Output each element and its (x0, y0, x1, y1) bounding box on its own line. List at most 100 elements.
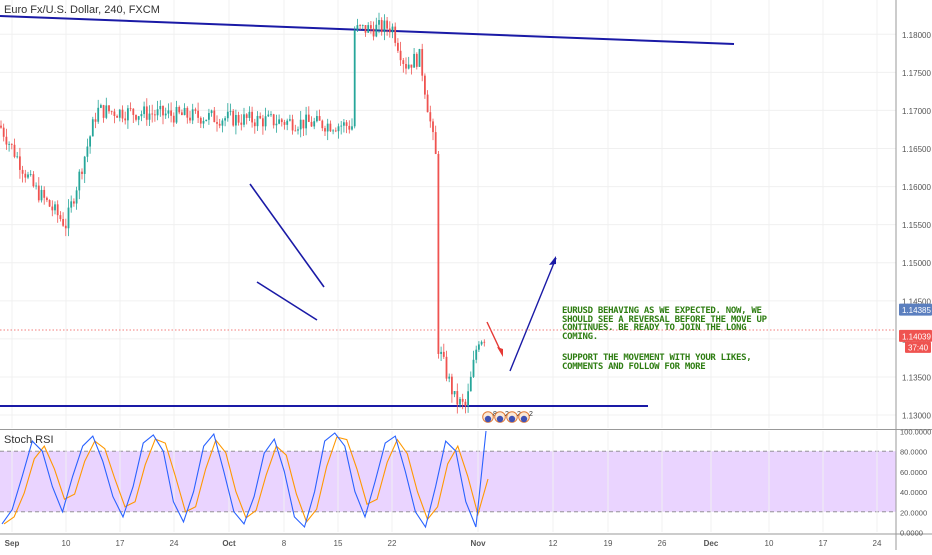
candle-body (224, 118, 226, 121)
candle-body (480, 341, 483, 345)
candle-body (102, 105, 105, 118)
candle-body (194, 109, 197, 111)
candle-body (78, 171, 81, 191)
candle-body (361, 25, 364, 26)
candle-body (37, 185, 40, 201)
candle-body (8, 143, 10, 145)
candle-body (24, 173, 27, 178)
stoch-band-layer (0, 450, 896, 513)
candle-body (302, 119, 305, 129)
candle-body (343, 122, 345, 126)
candle-body (162, 105, 164, 116)
candle-body (456, 391, 459, 405)
candle-body (305, 114, 307, 129)
candle-body (297, 129, 299, 131)
candle-body (226, 111, 229, 119)
candle-body (469, 376, 472, 392)
candle-body (35, 185, 37, 187)
candle-body (13, 144, 16, 157)
event-flag (496, 415, 504, 423)
time-tick-label: Sep (5, 539, 20, 548)
stoch-k-line (1, 430, 487, 529)
candle-body (170, 110, 172, 116)
candle-body (415, 53, 418, 67)
candle-body (380, 20, 383, 33)
candle-body (2, 127, 5, 137)
stoch-tick-label: 80.0000 (900, 448, 927, 457)
candle-body (40, 189, 43, 201)
candle-body (243, 114, 245, 125)
candle-body (113, 111, 116, 116)
candle-body (364, 25, 367, 33)
candle-body (164, 113, 167, 116)
stoch-tick-label: 100.0000 (900, 428, 931, 437)
candle-body (472, 359, 475, 377)
wedge-upper-line[interactable] (249, 183, 325, 288)
time-tick-label: 24 (873, 539, 882, 548)
price-tick-label: 1.16000 (902, 183, 931, 192)
time-tick-label: 10 (765, 539, 774, 548)
candle-body (413, 53, 415, 68)
candle-body (316, 116, 318, 122)
event-badges[interactable]: 8222 (482, 411, 533, 423)
candle-body (259, 115, 262, 119)
candle-body (75, 190, 78, 204)
candle-body (54, 204, 56, 211)
candle-body (197, 110, 199, 118)
candle-body (132, 108, 135, 115)
forecast-up-arrow[interactable] (509, 257, 557, 372)
upper-trendline[interactable] (0, 15, 735, 45)
candle-body (448, 376, 451, 379)
price-tick-label: 1.13500 (902, 373, 931, 382)
candle-body (159, 105, 162, 110)
candle-body (464, 401, 467, 406)
candle-body (262, 118, 264, 127)
candle-body (394, 26, 397, 43)
last-price-label: 1.14039 (902, 332, 931, 341)
candle-body (32, 174, 35, 187)
candle-body (70, 201, 73, 208)
candle-body (334, 130, 337, 132)
candle-body (181, 112, 183, 116)
candle-body (245, 114, 248, 118)
candle-body (267, 114, 270, 117)
wedge-lower-line[interactable] (256, 281, 318, 321)
candle-body (326, 123, 329, 132)
candle-body (353, 30, 356, 127)
candle-body (172, 115, 175, 123)
candle-body (410, 64, 413, 68)
candle-body (348, 125, 351, 130)
candle-body (81, 171, 83, 174)
time-tick-label: Nov (470, 539, 486, 548)
marker-price-tag (899, 303, 932, 316)
candle-body (56, 204, 59, 216)
candle-body (370, 25, 372, 29)
candle-body (129, 108, 132, 110)
candle-body (127, 108, 129, 121)
candle-body (375, 24, 378, 37)
stoch-rsi-layer (1, 430, 489, 529)
time-tick-label: 8 (282, 539, 287, 548)
candle-body (478, 344, 480, 350)
stoch-tick-label: 0.0000 (900, 529, 923, 538)
candle-body (283, 122, 286, 125)
candle-body (299, 119, 302, 130)
candle-body (10, 143, 13, 145)
price-tick-label: 1.14500 (902, 297, 931, 306)
candle-body (467, 391, 469, 406)
candle-body (256, 115, 259, 127)
candle-body (16, 156, 19, 158)
time-tick-label: 17 (116, 539, 125, 548)
time-tick-label: 17 (819, 539, 828, 548)
symbol-title: Euro Fx/U.S. Dollar, 240, FXCM (4, 4, 160, 16)
candle-body (272, 114, 275, 126)
price-tick-label: 1.15000 (902, 259, 931, 268)
stoch-band-fill (0, 451, 896, 512)
candle-body (0, 125, 2, 128)
candle-body (367, 25, 370, 33)
candle-body (97, 107, 100, 122)
candle-body (310, 121, 313, 127)
candle-body (208, 113, 210, 120)
